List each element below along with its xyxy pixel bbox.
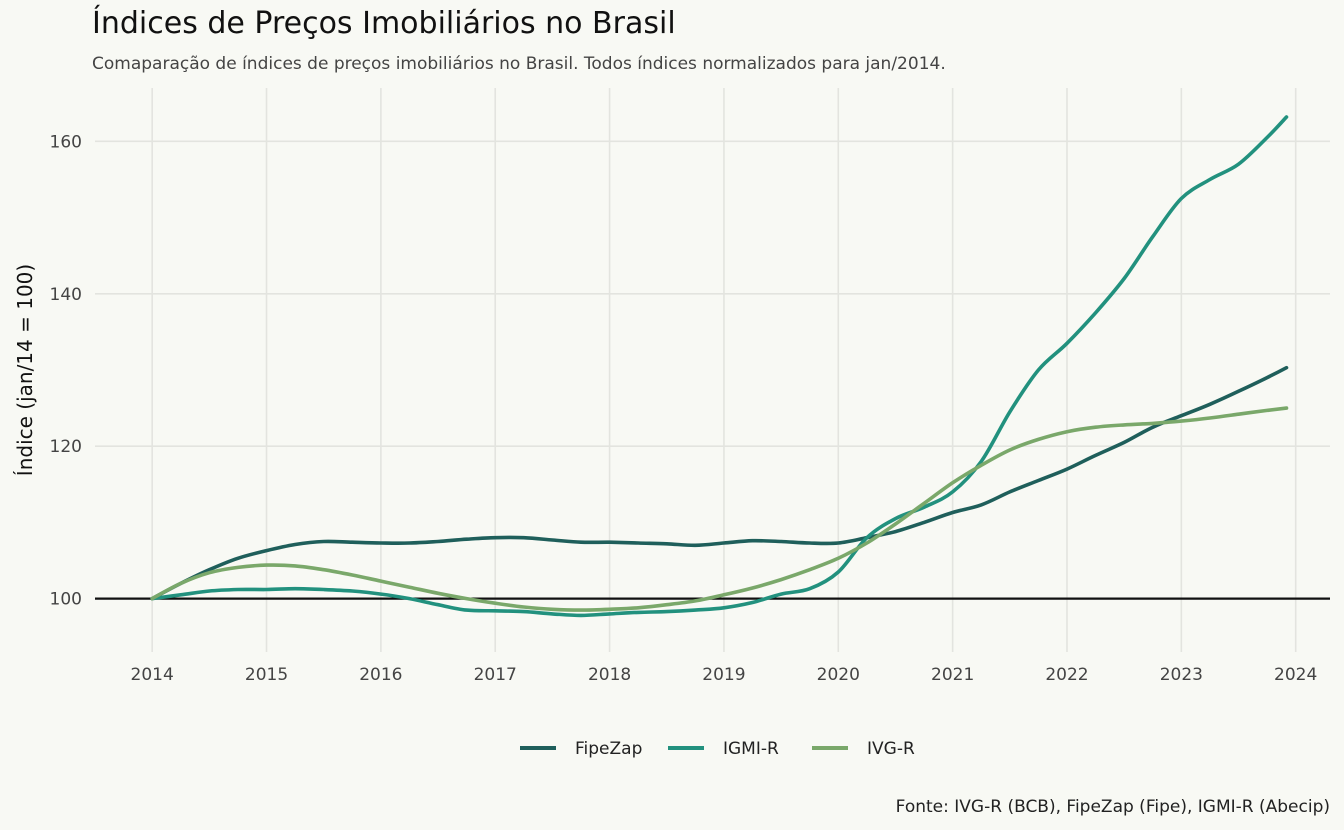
gridlines [95,88,1330,652]
x-tick-label: 2019 [702,665,745,685]
chart-title: Índices de Preços Imobiliários no Brasil [92,5,676,41]
series-line-igmi-r [150,115,1289,618]
legend-item-igmi-r: IGMI-R [668,739,779,759]
series-line-ivg-r [150,406,1289,612]
legend-item-fipezap: FipeZap [520,739,642,759]
x-tick-label: 2014 [131,665,174,685]
x-tick-label: 2021 [931,665,974,685]
x-tick-label: 2023 [1160,665,1203,685]
x-tick-label: 2016 [359,665,402,685]
legend-item-ivg-r: IVG-R [812,739,915,759]
source-caption: Fonte: IVG-R (BCB), FipeZap (Fipe), IGMI… [896,797,1330,817]
series-lines [150,115,1289,618]
y-axis-label: Índice (jan/14 = 100) [13,264,37,476]
x-tick-label: 2017 [474,665,517,685]
y-tick-label: 100 [50,590,82,610]
y-tick-label: 120 [50,437,82,457]
x-tick-label: 2024 [1274,665,1317,685]
x-tick-label: 2020 [817,665,860,685]
x-tick-label: 2022 [1045,665,1088,685]
legend: FipeZap IGMI-R IVG-R [520,739,915,759]
legend-label: IGMI-R [723,739,779,759]
chart-subtitle: Comaparação de índices de preços imobili… [92,54,946,74]
series-line-fipezap [150,365,1289,601]
y-tick-label: 140 [50,285,82,305]
y-tick-label: 160 [50,132,82,152]
x-tick-label: 2018 [588,665,631,685]
legend-label: FipeZap [575,739,642,759]
legend-label: IVG-R [867,739,915,759]
x-tick-label: 2015 [245,665,288,685]
axis-tick-labels: 2014 2015 2016 2017 2018 2019 2020 2021 2022 2023… [50,132,1318,685]
